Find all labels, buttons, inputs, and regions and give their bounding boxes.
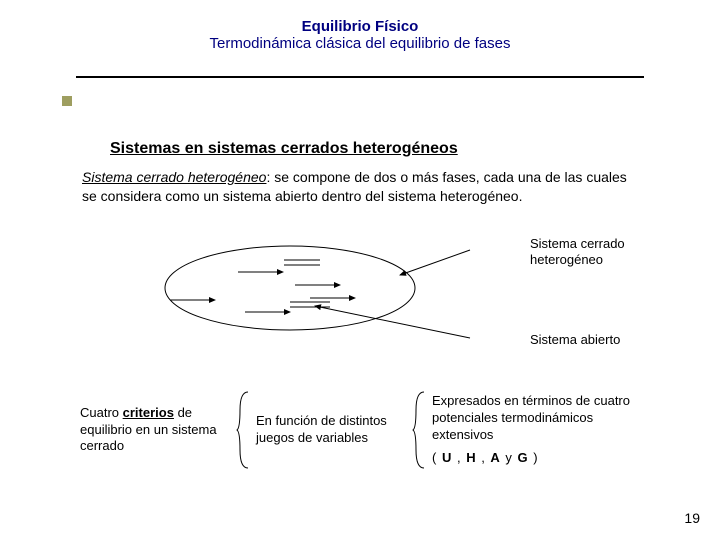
criteria-col3: Expresados en términos de cuatro potenci… bbox=[432, 393, 642, 467]
col3-line1: Expresados en términos de cuatro potenci… bbox=[432, 393, 642, 444]
title-block: Equilibrio Físico Termodinámica clásica … bbox=[0, 0, 720, 52]
col1-pre: Cuatro bbox=[80, 405, 123, 420]
title-line2: Termodinámica clásica del equilibrio de … bbox=[0, 35, 720, 52]
title-line1: Equilibrio Físico bbox=[0, 18, 720, 35]
col1-bold: criterios bbox=[123, 405, 174, 420]
criteria-col2: En función de distintos juegos de variab… bbox=[256, 413, 406, 447]
potential-h: H bbox=[466, 450, 476, 465]
sep: , bbox=[452, 450, 466, 465]
and-text: y bbox=[501, 450, 518, 465]
brace-icon bbox=[236, 390, 250, 470]
bullet-square-icon bbox=[62, 96, 72, 106]
system-diagram bbox=[160, 240, 520, 350]
definition-paragraph: Sistema cerrado heterogéneo: se compone … bbox=[82, 168, 642, 206]
open-system-label: Sistema abierto bbox=[530, 332, 620, 347]
section-heading: Sistemas en sistemas cerrados heterogéne… bbox=[110, 140, 458, 158]
closed-label-line2: heterogéneo bbox=[530, 252, 603, 267]
closed-system-label: Sistema cerrado heterogéneo bbox=[530, 236, 625, 269]
page-number: 19 bbox=[684, 510, 700, 526]
potential-a: A bbox=[490, 450, 500, 465]
criteria-col1: Cuatro criterios de equilibrio en un sis… bbox=[80, 405, 230, 456]
col3-potentials-line: ( U , H , A y G ) bbox=[432, 450, 642, 467]
sep: , bbox=[477, 450, 491, 465]
paren-close: ) bbox=[529, 450, 539, 465]
brace-icon bbox=[412, 390, 426, 470]
potential-u: U bbox=[442, 450, 452, 465]
criteria-row: Cuatro criterios de equilibrio en un sis… bbox=[80, 390, 642, 470]
potential-g: G bbox=[518, 450, 529, 465]
closed-label-line1: Sistema cerrado bbox=[530, 236, 625, 251]
paren-open: ( bbox=[432, 450, 442, 465]
definition-term: Sistema cerrado heterogéneo bbox=[82, 169, 266, 185]
horizontal-rule bbox=[76, 76, 644, 78]
